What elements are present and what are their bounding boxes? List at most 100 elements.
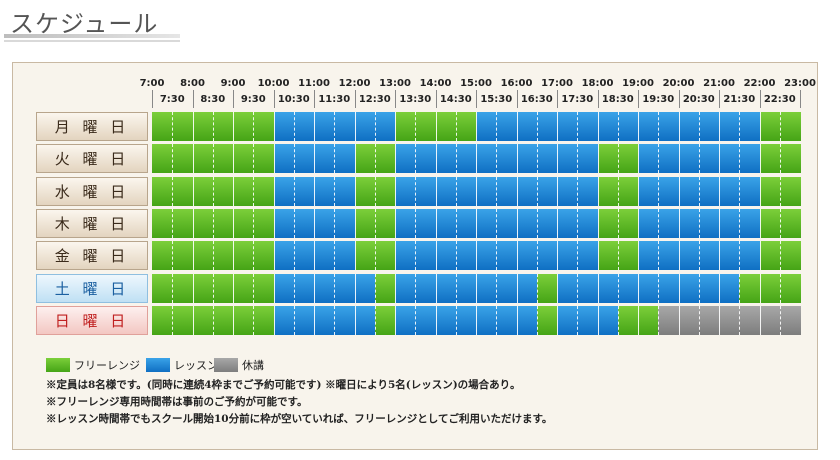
half-hour-gridline [658, 305, 660, 335]
hour-gridline [759, 176, 761, 206]
hour-gridline [354, 112, 356, 141]
slot-lesson [476, 305, 497, 335]
legend-free-swatch [46, 358, 70, 372]
hour-gridline [597, 305, 599, 335]
slot-lesson [435, 273, 457, 303]
time-tick-half: 14:30 [439, 94, 472, 105]
slot-lesson [577, 241, 599, 271]
half-hour-gridline [455, 273, 458, 303]
slot-lesson [577, 208, 599, 238]
hour-gridline [638, 112, 639, 141]
hour-gridline [476, 273, 477, 303]
slot-free-range [192, 241, 214, 271]
slot-lesson [658, 144, 680, 174]
slot-free-range [212, 144, 234, 174]
hour-gridline [192, 144, 194, 174]
half-hour-gridline [293, 176, 296, 206]
slot-lesson [698, 112, 720, 141]
half-hour-gridline [374, 112, 377, 141]
slot-lesson [516, 208, 538, 238]
hour-gridline [273, 112, 275, 141]
hour-gridline [759, 241, 761, 271]
time-separator [678, 90, 680, 108]
slot-free-range [152, 273, 173, 303]
time-tick-half: 13:30 [399, 94, 432, 105]
slot-free-range [779, 176, 801, 206]
hour-gridline [557, 273, 558, 303]
half-hour-gridline [455, 241, 458, 271]
time-tick-half: 15:30 [480, 94, 513, 105]
half-hour-gridline [212, 176, 215, 206]
slot-lesson [516, 144, 538, 174]
note-capacity: ※定員は8名様です。(同時に連続4枠までご予約可能です) ※曜日により5名(レッ… [46, 379, 521, 391]
slot-free-range [152, 144, 173, 174]
hour-gridline [557, 112, 558, 141]
half-hour-gridline [779, 112, 782, 141]
hour-gridline [597, 112, 599, 141]
slot-free-range [374, 241, 396, 271]
half-hour-gridline [415, 273, 417, 303]
slot-lesson [415, 176, 437, 206]
hour-gridline [557, 241, 558, 271]
hour-gridline [759, 273, 761, 303]
slot-lesson [516, 112, 538, 141]
time-tick-half: 11:30 [318, 94, 351, 105]
hour-gridline [273, 208, 275, 238]
slot-lesson [678, 273, 700, 303]
slot-free-range [779, 241, 801, 271]
slot-lesson [739, 144, 761, 174]
hour-gridline [435, 273, 437, 303]
half-hour-gridline [334, 305, 336, 335]
half-hour-gridline [577, 305, 579, 335]
slot-free-range [617, 208, 639, 238]
half-hour-gridline [658, 176, 660, 206]
slot-free-range [192, 273, 214, 303]
slot-lesson [273, 112, 295, 141]
slot-free-range [253, 273, 275, 303]
slot-free-range [233, 273, 254, 303]
slot-closed [739, 305, 761, 335]
slot-lesson [496, 208, 518, 238]
hour-gridline [719, 305, 720, 335]
slot-lesson [739, 208, 761, 238]
slot-lesson [273, 144, 295, 174]
slot-lesson [516, 241, 538, 271]
half-hour-gridline [415, 112, 417, 141]
slot-free-range [395, 112, 416, 141]
slot-lesson [314, 273, 335, 303]
slot-lesson [273, 176, 295, 206]
slot-free-range [739, 273, 761, 303]
slot-free-range [374, 208, 396, 238]
slot-free-range [617, 305, 639, 335]
slot-free-range [617, 241, 639, 271]
time-separator [273, 90, 275, 108]
slot-lesson [577, 305, 599, 335]
slot-free-range [374, 305, 396, 335]
half-hour-gridline [334, 144, 336, 174]
slot-free-range [212, 208, 234, 238]
half-hour-gridline [253, 305, 255, 335]
note-lesson-free: ※レッスン時間帯でもスクール開始10分前に枠が空いていれば、フリーレンジとしてご… [46, 413, 553, 425]
hour-gridline [476, 305, 477, 335]
half-hour-gridline [172, 241, 174, 271]
title-underline [4, 34, 180, 38]
time-tick-hour: 16:00 [500, 78, 533, 89]
legend-free-label: フリーレンジ [74, 359, 140, 372]
hour-gridline [476, 208, 477, 238]
half-hour-gridline [698, 273, 701, 303]
slot-lesson [293, 208, 315, 238]
legend-closed-label: 休講 [242, 359, 264, 372]
time-tick-hour: 17:00 [541, 78, 573, 89]
slot-lesson [557, 241, 578, 271]
slot-lesson [516, 305, 538, 335]
slot-closed [719, 305, 740, 335]
time-tick-hour: 14:00 [419, 78, 452, 89]
half-hour-gridline [293, 208, 296, 238]
hour-gridline [354, 176, 356, 206]
slot-lesson [273, 208, 295, 238]
hour-gridline [395, 208, 396, 238]
hour-gridline [678, 241, 680, 271]
half-hour-gridline [577, 144, 579, 174]
half-hour-gridline [253, 208, 255, 238]
slot-lesson [577, 176, 599, 206]
